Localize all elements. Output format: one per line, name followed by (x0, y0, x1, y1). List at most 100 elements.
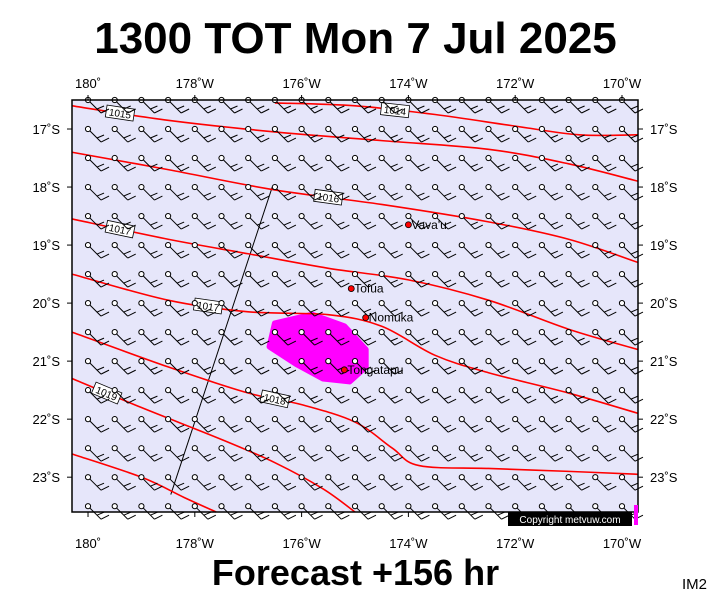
wind-barb-flag (260, 137, 270, 143)
wind-barb-flag (523, 424, 532, 429)
wind-barb-flag (314, 108, 323, 114)
wind-barb-flag (310, 424, 318, 429)
wind-barb-station (218, 416, 225, 423)
isobar-label: 1016 (313, 188, 344, 206)
wind-barb-staff (570, 449, 582, 462)
wind-barb-staff (329, 362, 342, 375)
wind-barb-flag (283, 105, 292, 110)
wind-barb-flag (176, 308, 185, 313)
wind-barb (111, 387, 136, 404)
wind-barb-flag (523, 163, 532, 168)
wind-barb-flag (443, 424, 452, 429)
wind-barb-flag (497, 482, 505, 487)
wind-barb (165, 474, 190, 491)
wind-barb-flag (554, 108, 564, 114)
wind-barb-flag (604, 134, 612, 139)
wind-barb-staff (169, 420, 182, 433)
wind-barb-station (512, 474, 519, 481)
wind-barb-staff (516, 362, 529, 375)
wind-barb-flag (608, 311, 617, 317)
wind-barb-flag (447, 427, 457, 433)
wind-barb (218, 445, 243, 462)
wind-barb-station (378, 183, 385, 191)
wind-barb-station (485, 416, 492, 423)
wind-barb-station (351, 503, 359, 510)
wind-barb-station (485, 241, 492, 249)
wind-barb-staff (516, 130, 529, 143)
wind-barb-station (165, 329, 172, 336)
wind-barb-station (165, 503, 172, 510)
wind-barb-staff (223, 333, 235, 346)
wind-barb-flag (203, 453, 212, 458)
wind-barb-flag (417, 482, 425, 487)
wind-barb-flag (123, 105, 131, 110)
wind-barb (405, 212, 430, 230)
wind-barb-staff (570, 130, 582, 143)
wind-barb-flag (390, 105, 398, 110)
wind-barb-flag (608, 224, 617, 230)
wind-barb (351, 270, 377, 288)
wind-barb-staff (223, 507, 235, 520)
wind-barb-flag (260, 398, 270, 404)
wind-barb-staff (436, 333, 449, 346)
wind-barb-staff (596, 130, 609, 143)
wind-barb-staff (196, 101, 209, 114)
wind-barb-flag (123, 308, 131, 313)
wind-barb-staff (383, 246, 396, 259)
wind-barb-flag (474, 108, 484, 114)
wind-barb (138, 503, 163, 520)
wind-barb (298, 299, 323, 317)
wind-barb-staff (89, 478, 102, 491)
wind-barb-staff (543, 130, 556, 143)
wind-barb-flag (154, 398, 163, 404)
wind-barb-station (111, 212, 118, 220)
wind-barb (111, 416, 136, 433)
wind-barb-flag (310, 163, 318, 168)
wind-barb-station (84, 270, 92, 278)
wind-barb-flag (417, 250, 425, 255)
wind-barb (405, 474, 430, 491)
wind-barb-flag (394, 369, 403, 375)
wind-barb-flag (283, 192, 292, 197)
wind-barb-flag (630, 105, 639, 110)
wind-barb-flag (260, 253, 270, 259)
wind-barb-station (565, 270, 572, 278)
wind-barb-staff (516, 391, 529, 404)
wind-barb-staff (410, 362, 422, 375)
wind-barb-flag (341, 137, 350, 143)
wind-barb-staff (410, 217, 422, 230)
isobar-line (71, 218, 639, 351)
wind-barb-staff (116, 159, 129, 172)
wind-barb-flag (203, 366, 212, 371)
wind-barb-flag (150, 163, 158, 168)
wind-barb-flag (207, 282, 217, 288)
wind-barb-flag (367, 398, 377, 404)
wind-barb (165, 387, 190, 404)
wind-barb-flag (180, 456, 190, 462)
wind-barb-flag (604, 453, 612, 458)
wind-barb-flag (310, 105, 318, 110)
wind-barb-station (431, 241, 439, 249)
wind-barb-flag (604, 337, 612, 342)
wind-barb-flag (337, 424, 345, 429)
wind-barb-staff (249, 275, 262, 288)
wind-barb (512, 387, 537, 404)
wind-barb-flag (234, 224, 243, 230)
wind-barb-flag (96, 279, 105, 284)
wind-barb-flag (604, 163, 612, 168)
wind-barb-flag (523, 105, 532, 110)
wind-barb-station (218, 503, 225, 510)
wind-barb (565, 416, 590, 433)
wind-barb-staff (570, 478, 582, 491)
wind-barb-flag (283, 221, 292, 226)
wind-barb-staff (623, 449, 636, 462)
wind-barb-flag (341, 224, 350, 230)
wind-barb-staff (329, 246, 342, 259)
wind-barb-staff (223, 101, 235, 114)
wind-barb (565, 299, 590, 317)
wind-barb-flag (123, 453, 131, 458)
wind-barb-staff (623, 217, 636, 230)
wind-barb-flag (154, 282, 163, 288)
wind-barb-staff (543, 391, 556, 404)
wind-barb-station (458, 445, 465, 452)
